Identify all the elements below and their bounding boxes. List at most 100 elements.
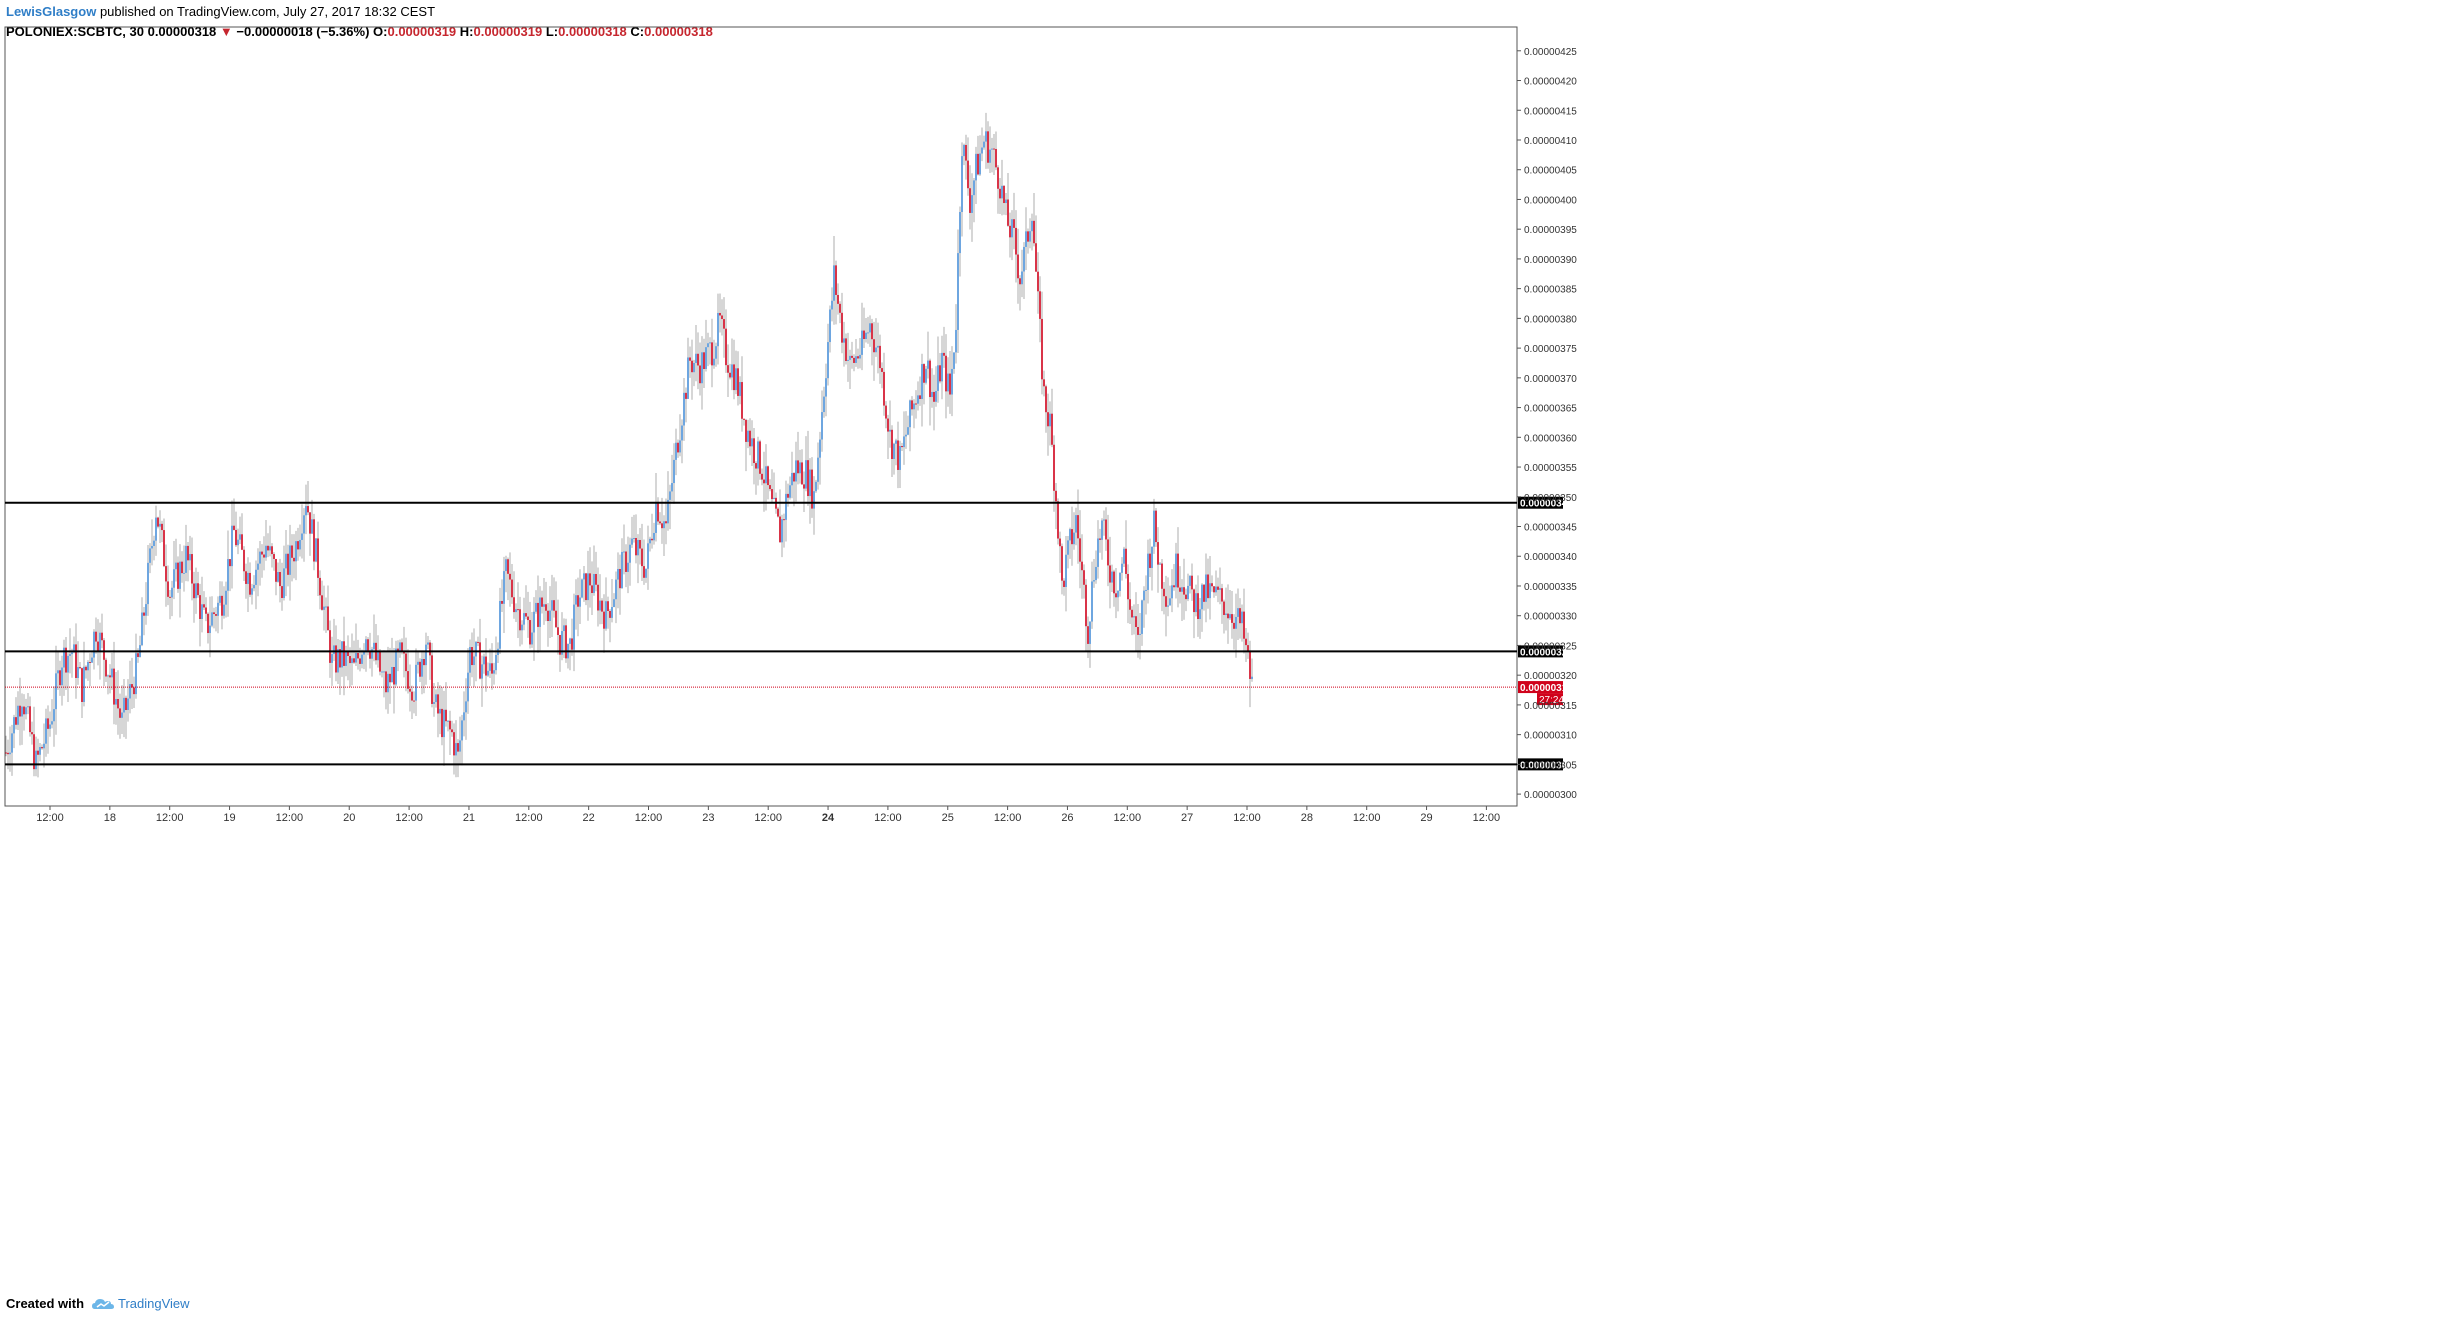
x-tick-label: 12:00 bbox=[754, 812, 782, 824]
candle-body bbox=[1011, 219, 1013, 238]
candle-body bbox=[159, 523, 161, 527]
candle-body bbox=[1027, 231, 1029, 242]
candle-body bbox=[185, 545, 187, 573]
candle-body bbox=[453, 732, 455, 756]
candle-body bbox=[157, 517, 159, 527]
candle-body bbox=[199, 595, 201, 619]
candle-body bbox=[317, 538, 319, 578]
candle-body bbox=[519, 609, 521, 631]
level-label: 0.00000305 bbox=[1520, 760, 1573, 771]
candle-body bbox=[839, 303, 841, 313]
candle-body bbox=[819, 439, 821, 458]
candle-body bbox=[559, 634, 561, 655]
candle-body bbox=[259, 551, 261, 564]
candle-body bbox=[737, 368, 739, 396]
candle-body bbox=[661, 523, 663, 529]
candle-body bbox=[1021, 271, 1023, 285]
candle-body bbox=[619, 568, 621, 589]
candle-body bbox=[885, 405, 887, 419]
candle-body bbox=[521, 624, 523, 631]
candle-body bbox=[127, 698, 129, 711]
candle-body bbox=[441, 708, 443, 738]
candle-body bbox=[31, 732, 33, 735]
candle-body bbox=[85, 666, 87, 671]
candle-body bbox=[53, 709, 55, 722]
candle-body bbox=[783, 519, 785, 521]
y-tick-label: 0.00000335 bbox=[1524, 582, 1577, 593]
candle-body bbox=[1211, 583, 1213, 587]
candle-body bbox=[807, 460, 809, 497]
y-tick-label: 0.00000315 bbox=[1524, 701, 1577, 712]
candle-body bbox=[421, 658, 423, 677]
candle-body bbox=[787, 493, 789, 498]
candle-body bbox=[1231, 614, 1233, 623]
candle-body bbox=[1139, 633, 1141, 635]
candle-body bbox=[755, 463, 757, 469]
candle-body bbox=[1079, 538, 1081, 562]
candle-body bbox=[511, 579, 513, 598]
candle-body bbox=[811, 469, 813, 509]
candle-body bbox=[509, 573, 511, 580]
candle-body bbox=[671, 483, 673, 492]
candle-body bbox=[247, 572, 249, 584]
candle-body bbox=[419, 661, 421, 677]
x-tick-label: 18 bbox=[104, 812, 116, 824]
candle-body bbox=[899, 446, 901, 470]
candle-body bbox=[609, 610, 611, 618]
y-tick-label: 0.00000375 bbox=[1524, 344, 1577, 355]
candle-body bbox=[611, 607, 613, 618]
candle-body bbox=[1233, 622, 1235, 629]
candle-body bbox=[621, 551, 623, 589]
candle-body bbox=[853, 357, 855, 363]
candle-body bbox=[285, 553, 287, 569]
candle-body bbox=[1049, 413, 1051, 427]
candle-body bbox=[47, 718, 49, 729]
candle-body bbox=[395, 648, 397, 685]
candle-body bbox=[1125, 548, 1127, 574]
candle-body bbox=[321, 595, 323, 610]
candle-body bbox=[859, 354, 861, 359]
candle-body bbox=[897, 440, 899, 470]
candle-body bbox=[281, 586, 283, 599]
candle-body bbox=[1053, 444, 1055, 491]
candle-body bbox=[549, 610, 551, 622]
last-price: 0.00000318 bbox=[147, 24, 217, 39]
candle-body bbox=[295, 541, 297, 562]
level-label-box bbox=[1518, 645, 1563, 658]
candle-body bbox=[1001, 185, 1003, 199]
author-link[interactable]: LewisGlasgow bbox=[6, 4, 97, 19]
candle-body bbox=[543, 604, 545, 607]
candle-body bbox=[729, 372, 731, 378]
candle-body bbox=[239, 534, 241, 540]
candle-body bbox=[599, 600, 601, 611]
candle-body bbox=[27, 706, 29, 708]
candle-body bbox=[793, 472, 795, 482]
candle-body bbox=[49, 724, 51, 729]
candle-body bbox=[687, 357, 689, 399]
candle-body bbox=[1101, 520, 1103, 540]
candle-body bbox=[1217, 586, 1219, 590]
candle-body bbox=[409, 688, 411, 692]
candle-body bbox=[651, 538, 653, 541]
candle-body bbox=[823, 396, 825, 413]
candle-body bbox=[949, 373, 951, 395]
candle-body bbox=[835, 265, 837, 295]
tradingview-brand[interactable]: TradingView bbox=[92, 1296, 190, 1311]
candle-body bbox=[939, 365, 941, 382]
candle-body bbox=[717, 312, 719, 347]
candle-body bbox=[1153, 510, 1155, 547]
candle-body bbox=[531, 632, 533, 645]
candle-body bbox=[271, 546, 273, 555]
candle-body bbox=[615, 579, 617, 600]
candle-body bbox=[907, 427, 909, 435]
candle-body bbox=[5, 752, 7, 754]
candle-body bbox=[81, 668, 83, 702]
candle-body bbox=[833, 265, 835, 301]
candle-body bbox=[457, 743, 459, 752]
candle-body bbox=[71, 652, 73, 655]
candle-body bbox=[1015, 227, 1017, 255]
candle-body bbox=[581, 579, 583, 598]
candle-body bbox=[275, 558, 277, 582]
